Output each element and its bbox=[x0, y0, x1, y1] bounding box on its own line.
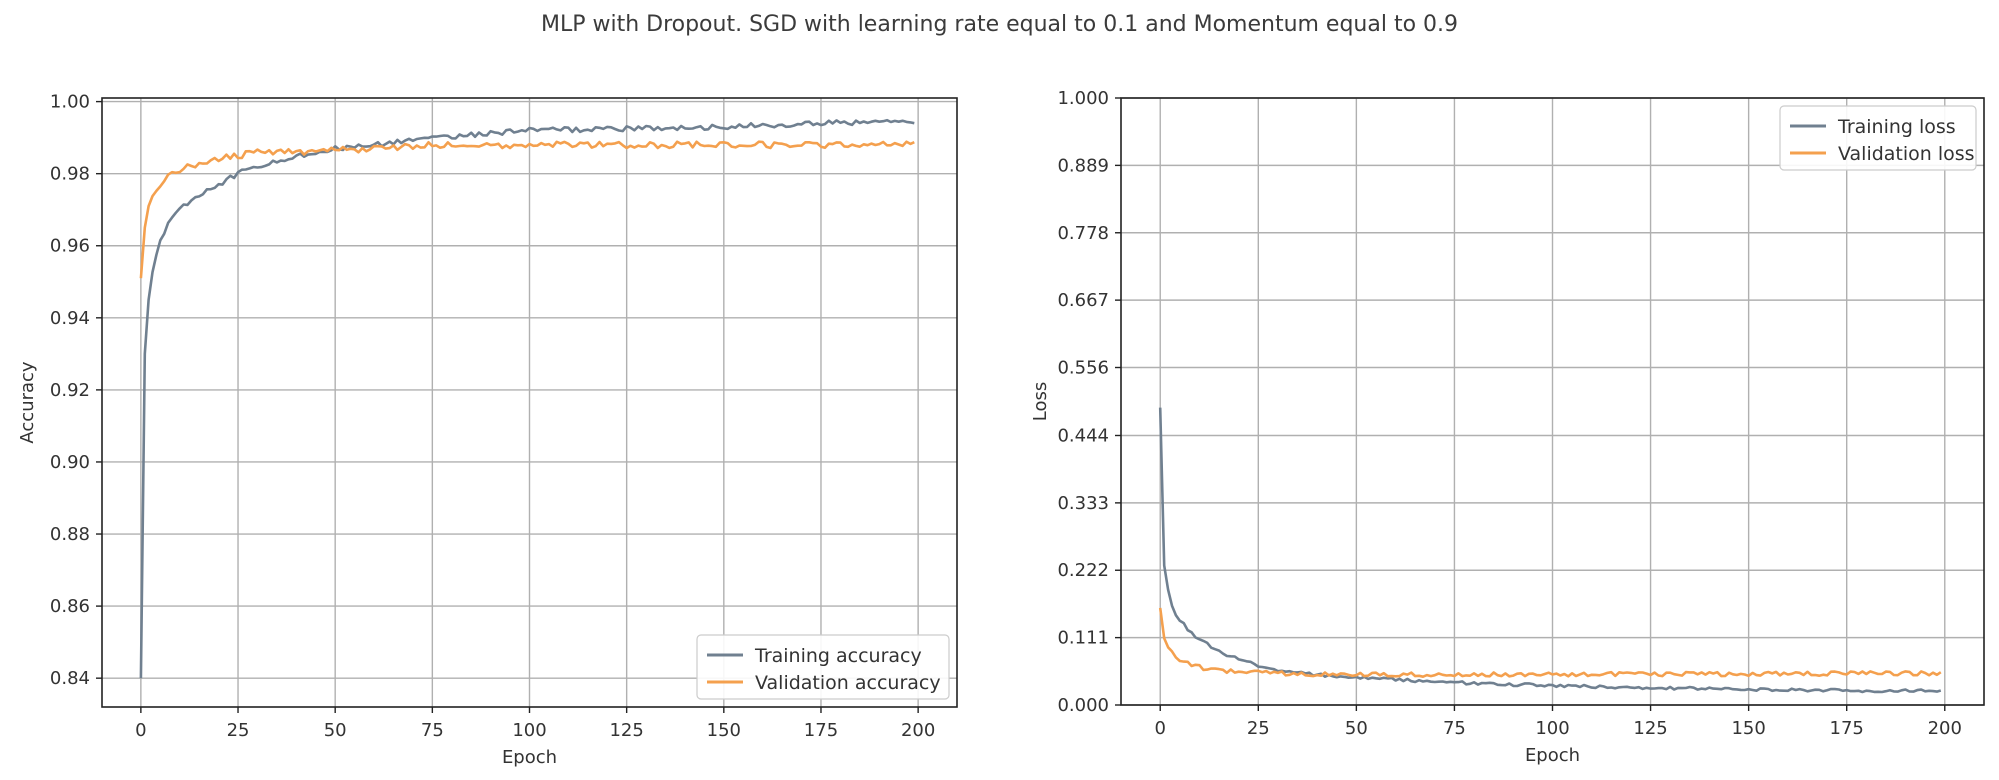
y-axis-label: Accuracy bbox=[17, 361, 38, 444]
series-line-validation bbox=[1158, 607, 1942, 679]
y-tick-label: 0.556 bbox=[1057, 358, 1109, 379]
legend-box bbox=[1779, 105, 1977, 171]
chart-loss: 0 25 50 75 100 125 150 175 200 0.000 0.111 0.222 0.3… bbox=[1030, 88, 1985, 766]
x-tick-label: 75 bbox=[1443, 718, 1466, 739]
x-tick-label: 200 bbox=[901, 720, 935, 741]
x-tick-label: 75 bbox=[421, 720, 444, 741]
x-tick-label: 125 bbox=[1633, 718, 1667, 739]
legend-loss: Training loss Validation loss bbox=[1779, 105, 1977, 171]
y-tick-label: 0.88 bbox=[50, 524, 90, 545]
series-line-training bbox=[1158, 407, 1942, 694]
y-axis-label: Loss bbox=[1030, 382, 1051, 421]
grid-accuracy bbox=[102, 98, 957, 707]
legend-box bbox=[696, 634, 950, 700]
y-tick-label: 0.84 bbox=[50, 668, 90, 689]
x-tick-label: 175 bbox=[804, 720, 838, 741]
x-tick-label: 150 bbox=[1731, 718, 1765, 739]
x-tick-label: 50 bbox=[324, 720, 347, 741]
y-tick-label: 0.98 bbox=[50, 164, 90, 185]
y-tick-label: 0.86 bbox=[50, 596, 90, 617]
x-tick-label: 25 bbox=[1247, 718, 1270, 739]
legend-accuracy: Training accuracy Validation accuracy bbox=[696, 634, 950, 700]
series-line-validation bbox=[139, 140, 915, 279]
x-axis-label: Epoch bbox=[502, 747, 557, 768]
x-tick-label: 100 bbox=[1535, 718, 1569, 739]
chart-accuracy: 0 25 50 75 100 125 150 175 200 0.84 0.86 0.88 0.90 0.… bbox=[17, 92, 958, 768]
legend-label-validation: Validation loss bbox=[1838, 143, 1975, 165]
legend-label-validation: Validation accuracy bbox=[755, 672, 941, 694]
x-tick-label: 0 bbox=[1155, 718, 1166, 739]
y-tick-label: 0.778 bbox=[1057, 223, 1109, 244]
y-tick-label: 1.000 bbox=[1057, 88, 1109, 109]
x-tick-label: 50 bbox=[1345, 718, 1368, 739]
legend-label-training: Training loss bbox=[1837, 116, 1956, 138]
y-tick-label: 0.444 bbox=[1057, 425, 1109, 446]
y-tick-label: 0.889 bbox=[1057, 155, 1109, 176]
y-tick-label: 0.222 bbox=[1057, 560, 1109, 581]
y-tick-label: 0.94 bbox=[50, 308, 90, 329]
x-tick-label: 175 bbox=[1830, 718, 1864, 739]
y-tick-label: 0.000 bbox=[1057, 695, 1109, 716]
y-tick-label: 0.333 bbox=[1057, 493, 1109, 514]
series-line-training bbox=[139, 118, 915, 679]
x-tick-label: 150 bbox=[707, 720, 741, 741]
x-axis-label: Epoch bbox=[1525, 745, 1580, 766]
grid-loss bbox=[1121, 97, 1984, 706]
y-tick-label: 0.90 bbox=[50, 452, 90, 473]
y-tick-label: 0.667 bbox=[1057, 290, 1109, 311]
legend-label-training: Training accuracy bbox=[754, 645, 922, 667]
x-tick-label: 0 bbox=[135, 720, 146, 741]
x-tick-label: 25 bbox=[227, 720, 250, 741]
y-tick-label: 0.96 bbox=[50, 236, 90, 257]
y-tick-label: 0.111 bbox=[1057, 628, 1109, 649]
x-tick-label: 200 bbox=[1928, 718, 1962, 739]
y-tick-label: 0.92 bbox=[50, 380, 90, 401]
y-tick-label: 1.00 bbox=[50, 92, 90, 113]
figure-title: MLP with Dropout. SGD with learning rate… bbox=[540, 12, 1459, 37]
x-tick-label: 100 bbox=[512, 720, 546, 741]
x-tick-label: 125 bbox=[609, 720, 643, 741]
